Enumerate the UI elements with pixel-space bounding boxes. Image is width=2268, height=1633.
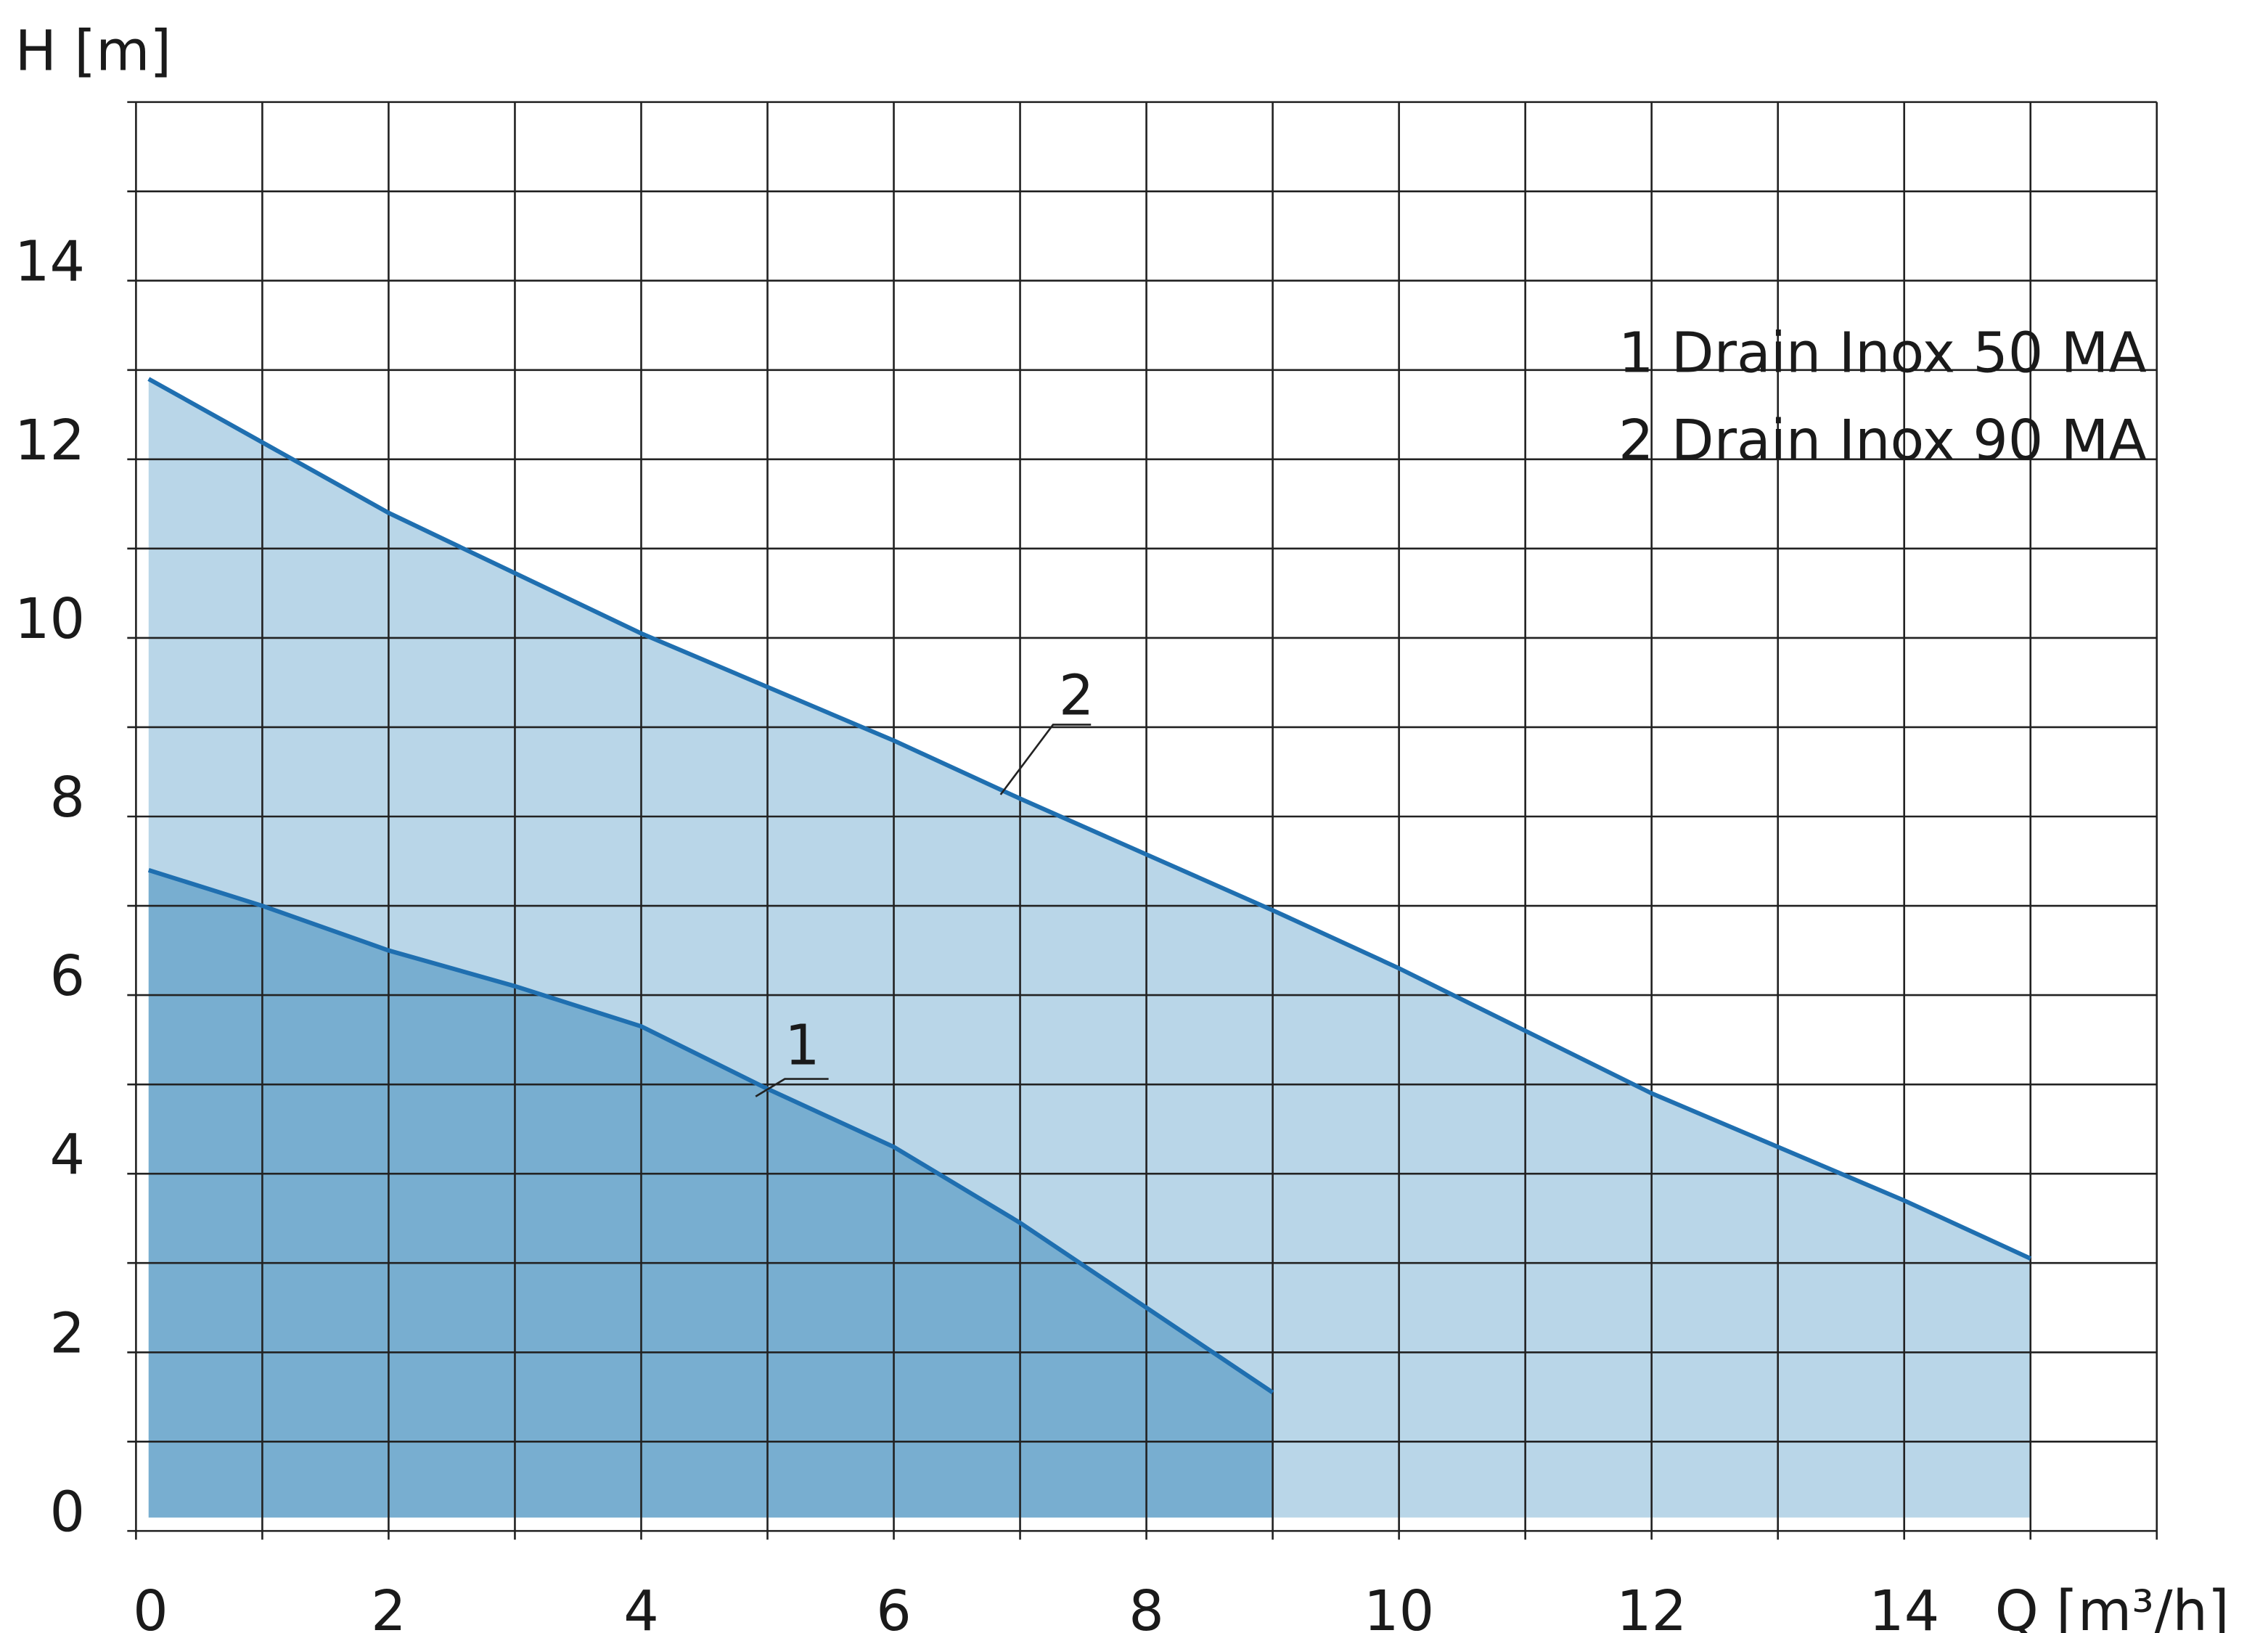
x-tick-label: 6 — [876, 1579, 912, 1633]
y-tick-label: 4 — [50, 1123, 86, 1187]
curve-label-2-leader — [999, 724, 1092, 795]
y-tick-label: 12 — [15, 409, 85, 473]
y-tick-label: 0 — [50, 1480, 86, 1544]
y-tick-label: 2 — [50, 1301, 86, 1366]
y-tick-label: 8 — [50, 766, 86, 830]
x-tick-label: 8 — [1129, 1579, 1164, 1633]
x-tick-label: 0 — [133, 1579, 168, 1633]
legend-entry-2: 2 Drain Inox 90 MA — [1618, 409, 2147, 473]
y-tick-label: 10 — [15, 587, 85, 652]
x-axis-label: Q [m³/h] — [1995, 1579, 2230, 1633]
x-tick-label: 4 — [623, 1579, 659, 1633]
curve-label-1-leader — [755, 1078, 829, 1097]
x-tick-label: 2 — [371, 1579, 406, 1633]
y-tick-label: 6 — [50, 944, 86, 1009]
curve-label-1: 1 — [785, 1014, 820, 1079]
y-tick-label: 14 — [15, 230, 85, 295]
x-tick-label: 12 — [1616, 1579, 1687, 1633]
curve-label-2: 2 — [1059, 663, 1094, 728]
series-line-1 — [147, 867, 1274, 1395]
series-line-2 — [147, 377, 2031, 1261]
x-tick-label: 10 — [1364, 1579, 1434, 1633]
y-axis-label: H [m] — [15, 19, 172, 83]
series-fill-1 — [148, 869, 1273, 1518]
x-tick-label: 14 — [1869, 1579, 1939, 1633]
legend-entry-1: 1 Drain Inox 50 MA — [1618, 321, 2147, 385]
